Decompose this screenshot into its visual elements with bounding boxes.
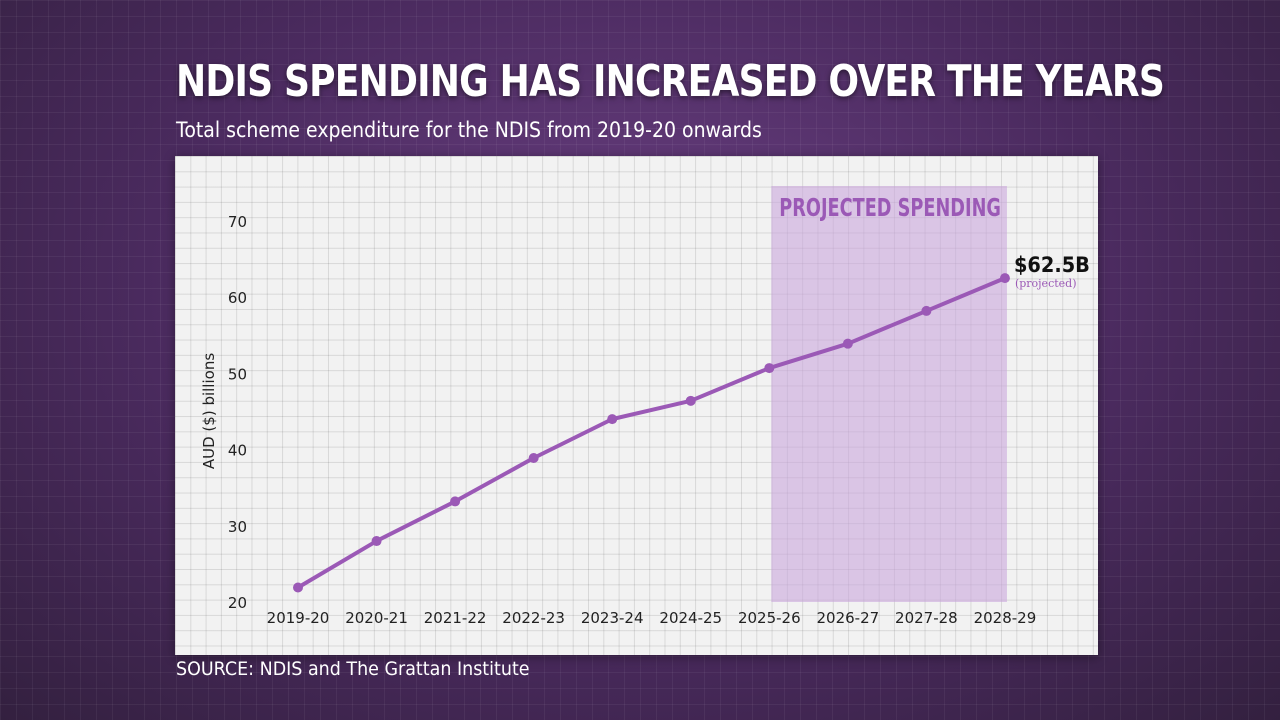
y-axis-label: AUD ($) billions [200, 353, 218, 469]
data-point [842, 338, 853, 349]
x-tick-label: 2020-21 [345, 609, 408, 627]
chart-subtitle: Total scheme expenditure for the NDIS fr… [176, 118, 762, 142]
value-annotation: $62.5B [1014, 253, 1090, 277]
data-point [450, 496, 461, 507]
y-tick-label: 70 [228, 213, 247, 231]
y-tick-label: 60 [228, 289, 247, 307]
x-tick-label: 2027-28 [895, 609, 958, 627]
y-tick-label: 40 [228, 442, 247, 460]
x-tick-label: 2028-29 [974, 609, 1037, 627]
y-tick-label: 30 [228, 518, 247, 536]
data-point [293, 582, 303, 593]
data-point [999, 273, 1010, 284]
data-point [921, 305, 932, 316]
source-note: SOURCE: NDIS and The Grattan Institute [176, 658, 530, 680]
x-tick-label: 2025-26 [738, 609, 801, 627]
x-tick-label: 2019-20 [267, 609, 330, 627]
x-tick-label: 2024-25 [659, 609, 722, 627]
chart-title: NDIS SPENDING HAS INCREASED OVER THE YEA… [176, 56, 1165, 107]
projected-note: (projected) [1015, 277, 1077, 290]
x-tick-label: 2023-24 [581, 609, 644, 627]
data-point [371, 536, 382, 547]
x-tick-label: 2022-23 [502, 609, 565, 627]
projected-label: PROJECTED SPENDING [779, 193, 1001, 222]
data-point [685, 395, 696, 406]
y-tick-label: 20 [228, 594, 247, 612]
data-point [528, 452, 539, 463]
data-point [764, 363, 775, 374]
y-tick-label: 50 [228, 365, 247, 383]
series-line [296, 276, 1006, 590]
projected-region [771, 186, 1007, 602]
data-point [607, 414, 618, 425]
x-tick-label: 2026-27 [817, 609, 880, 627]
x-tick-label: 2021-22 [424, 609, 487, 627]
